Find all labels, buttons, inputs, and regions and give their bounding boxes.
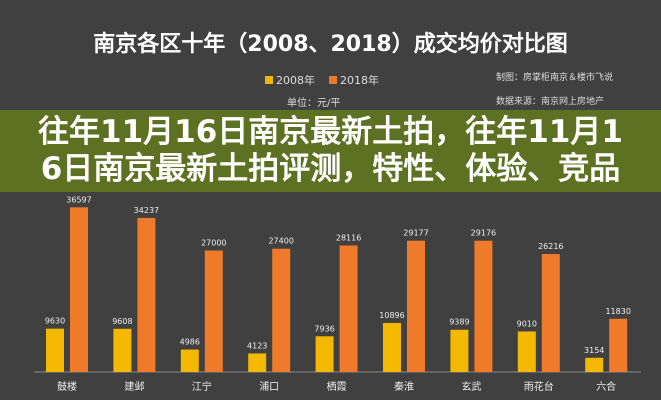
data-label: 4123: [247, 341, 267, 350]
headline-line-2: 6日南京最新土拍评测，特性、体验、竞品: [40, 151, 621, 187]
unit-label: 单位：元/平: [287, 98, 341, 109]
bar-2018: [407, 240, 425, 372]
data-label: 4986: [180, 338, 200, 347]
data-label: 28116: [336, 233, 361, 242]
x-tick-label: 江宁: [192, 380, 212, 393]
x-tick-label: 六合: [596, 380, 616, 393]
x-tick-label: 雨花台: [524, 380, 554, 393]
bar-2018: [204, 250, 223, 372]
headline-text: 往年11月16日南京最新土拍，往年11月1 6日南京最新土拍评测，特性、体验、竞…: [0, 114, 661, 188]
data-label: 9608: [112, 317, 132, 326]
legend-label: 2008年: [276, 74, 315, 87]
bar-2008: [585, 357, 604, 372]
bar-2018: [474, 240, 493, 372]
data-label: 27000: [201, 239, 226, 248]
data-label: 9389: [449, 318, 469, 327]
bar-2018: [609, 318, 628, 372]
headline-banner: [0, 110, 661, 192]
bar-2008: [180, 349, 199, 372]
data-label: 9630: [45, 317, 65, 326]
x-tick-label: 鼓楼: [57, 380, 77, 393]
x-tick-label: 秦淮: [394, 380, 414, 393]
data-label: 9010: [517, 319, 537, 328]
legend-swatch-2008: [265, 76, 273, 84]
bar-2008: [113, 328, 132, 372]
x-tick-label: 玄武: [461, 380, 481, 393]
headline-line-1: 往年11月16日南京最新土拍，往年11月1: [38, 114, 623, 150]
data-label: 7936: [314, 324, 334, 333]
data-label: 36597: [66, 195, 91, 204]
bar-2008: [517, 331, 536, 372]
credit-source: 数据来源：南京网上房地产: [496, 97, 605, 107]
bar-2008: [450, 329, 469, 372]
chart-title: 南京各区十年（2008、2018）成交均价对比图: [93, 32, 568, 57]
x-tick-label: 建邺: [124, 380, 144, 393]
bar-2008: [383, 322, 401, 372]
bar-2018: [339, 245, 358, 372]
bar-2008: [248, 353, 267, 372]
data-label: 10896: [379, 311, 404, 320]
data-label: 34237: [134, 206, 159, 215]
bar-2018: [70, 207, 88, 372]
data-label: 3154: [584, 346, 604, 355]
legend: 2008年 2018年: [265, 72, 379, 88]
bar-2008: [46, 328, 64, 372]
bar-2018: [272, 248, 291, 372]
data-label: 27400: [268, 237, 293, 246]
bar-2018: [137, 217, 156, 372]
data-label: 26216: [538, 242, 563, 251]
credit-maker: 制图：房掌柜南京＆楼市飞说: [496, 73, 614, 83]
x-tick-label: 栖霞: [327, 380, 347, 393]
x-tick-label: 浦口: [259, 380, 279, 393]
legend-item-2008: 2008年: [265, 72, 315, 88]
data-label: 29176: [471, 229, 496, 238]
data-label: 11830: [605, 307, 630, 316]
legend-swatch-2018: [329, 76, 337, 84]
data-label: 29177: [403, 229, 428, 238]
bar-2008: [315, 336, 334, 372]
bar-2018: [541, 254, 560, 372]
legend-item-2018: 2018年: [329, 72, 379, 88]
legend-label: 2018年: [340, 74, 379, 87]
